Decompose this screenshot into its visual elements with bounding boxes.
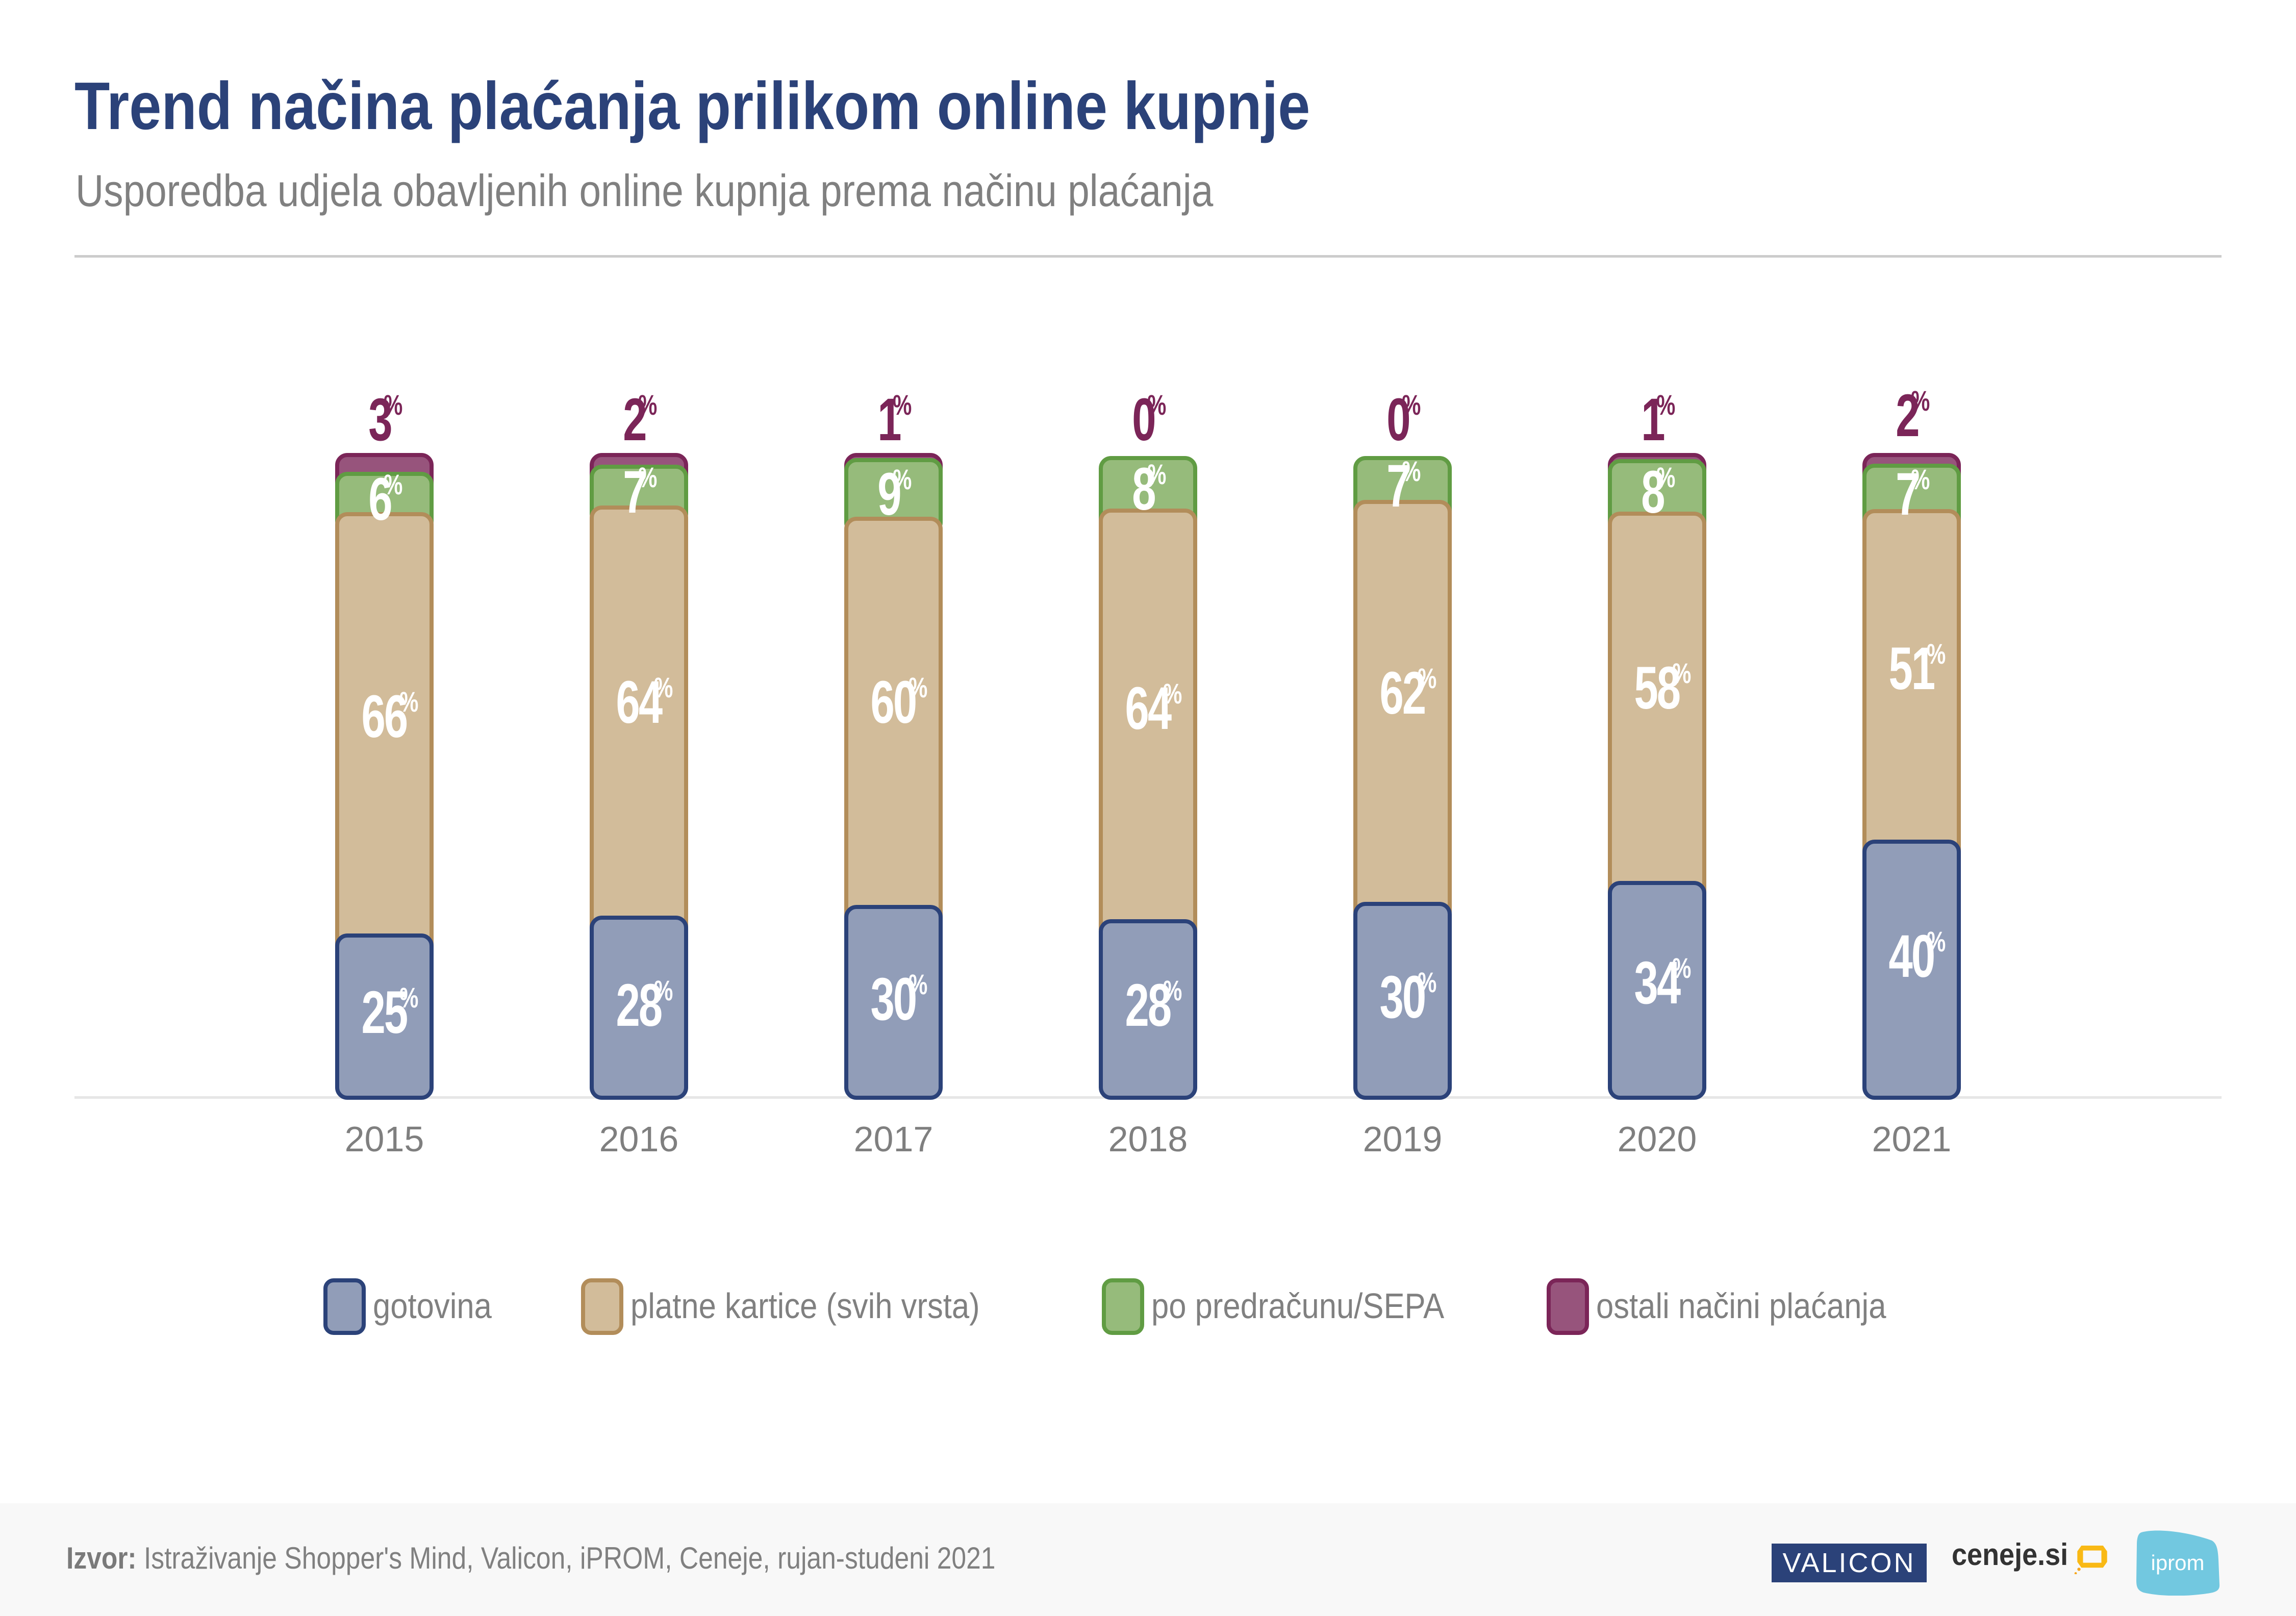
legend-item-ostalo: ostali načini plaćanja [1547, 1278, 1926, 1335]
legend-swatch-kartice [581, 1278, 623, 1335]
label-sepa: 6% [368, 466, 403, 533]
svg-text:iprom: iprom [2151, 1551, 2204, 1575]
label-sepa: 8% [1641, 459, 1676, 526]
segment-gotovina [590, 916, 688, 1100]
ceneje-logo-text: ceneje.si [1952, 1537, 2068, 1572]
segment-kartice [1353, 500, 1452, 923]
x-tick-label: 2021 [1872, 1119, 1952, 1159]
segment-kartice [1862, 509, 1961, 866]
legend-label: platne kartice (svih vrsta) [630, 1285, 980, 1326]
legend-item-gotovina: gotovina [323, 1278, 508, 1335]
valicon-logo: VALICON [1772, 1544, 1927, 1582]
legend-swatch-gotovina [323, 1278, 366, 1335]
x-tick-label: 2017 [853, 1119, 933, 1159]
label-ostalo: 0% [1132, 386, 1167, 453]
label-sepa: 8% [1132, 456, 1167, 523]
label-gotovina: 34% [1634, 949, 1692, 1017]
label-gotovina: 28% [616, 972, 673, 1039]
segment-gotovina [844, 905, 943, 1100]
label-kartice: 60% [870, 669, 928, 736]
label-sepa: 7% [1386, 452, 1421, 520]
label-kartice: 64% [616, 669, 673, 736]
label-gotovina: 30% [870, 966, 928, 1033]
label-gotovina: 40% [1888, 923, 1946, 990]
chart-subtitle: Usporedba udjela obavljenih online kupnj… [75, 165, 1214, 216]
segment-gotovina [1862, 840, 1961, 1100]
label-sepa: 7% [623, 459, 658, 526]
legend-label: gotovina [373, 1285, 492, 1326]
label-ostalo: 0% [1386, 386, 1421, 453]
label-ostalo: 3% [368, 386, 403, 453]
label-ostalo: 1% [1641, 386, 1676, 453]
source-text: Istraživanje Shopper's Mind, Valicon, iP… [136, 1541, 996, 1575]
legend-item-kartice: platne kartice (svih vrsta) [581, 1278, 1027, 1335]
label-kartice: 58% [1634, 654, 1692, 722]
source-note: Izvor: Istraživanje Shopper's Mind, Vali… [66, 1543, 996, 1574]
legend-item-sepa: po predračunu/SEPA [1102, 1278, 1484, 1335]
legend-swatch-ostalo [1547, 1278, 1589, 1335]
legend-label: ostali načini plaćanja [1596, 1285, 1886, 1326]
x-tick-label: 2015 [344, 1119, 424, 1159]
x-tick-label: 2020 [1617, 1119, 1697, 1159]
segment-gotovina [335, 933, 434, 1100]
segment-kartice [335, 512, 434, 956]
label-kartice: 64% [1125, 675, 1182, 742]
segment-gotovina [1608, 881, 1706, 1100]
ceneje-logo-icon [2074, 1546, 2107, 1574]
label-sepa: 9% [877, 461, 912, 528]
x-tick-label: 2019 [1363, 1119, 1443, 1159]
label-kartice: 66% [361, 683, 419, 750]
source-label: Izvor: [66, 1541, 137, 1575]
x-tick-label: 2018 [1108, 1119, 1188, 1159]
label-gotovina: 30% [1379, 964, 1437, 1031]
chart-title: Trend načina plaćanja prilikom online ku… [74, 68, 1310, 143]
header-divider [74, 255, 2222, 258]
label-ostalo: 2% [623, 386, 658, 453]
segment-kartice [844, 517, 943, 935]
x-tick-label: 2016 [599, 1119, 679, 1159]
label-ostalo: 2% [1896, 382, 1930, 449]
label-gotovina: 25% [361, 979, 419, 1046]
segment-kartice [1099, 509, 1197, 942]
label-kartice: 62% [1379, 660, 1437, 727]
segment-gotovina [1353, 902, 1452, 1100]
label-ostalo: 1% [877, 386, 912, 453]
segment-gotovina [1099, 919, 1197, 1100]
iprom-logo: iprom [2136, 1530, 2220, 1596]
label-sepa: 7% [1896, 461, 1930, 528]
segment-kartice [590, 506, 688, 939]
label-kartice: 51% [1888, 635, 1946, 702]
legend-label: po predračunu/SEPA [1151, 1285, 1445, 1326]
legend-swatch-sepa [1102, 1278, 1144, 1335]
label-gotovina: 28% [1125, 972, 1182, 1039]
